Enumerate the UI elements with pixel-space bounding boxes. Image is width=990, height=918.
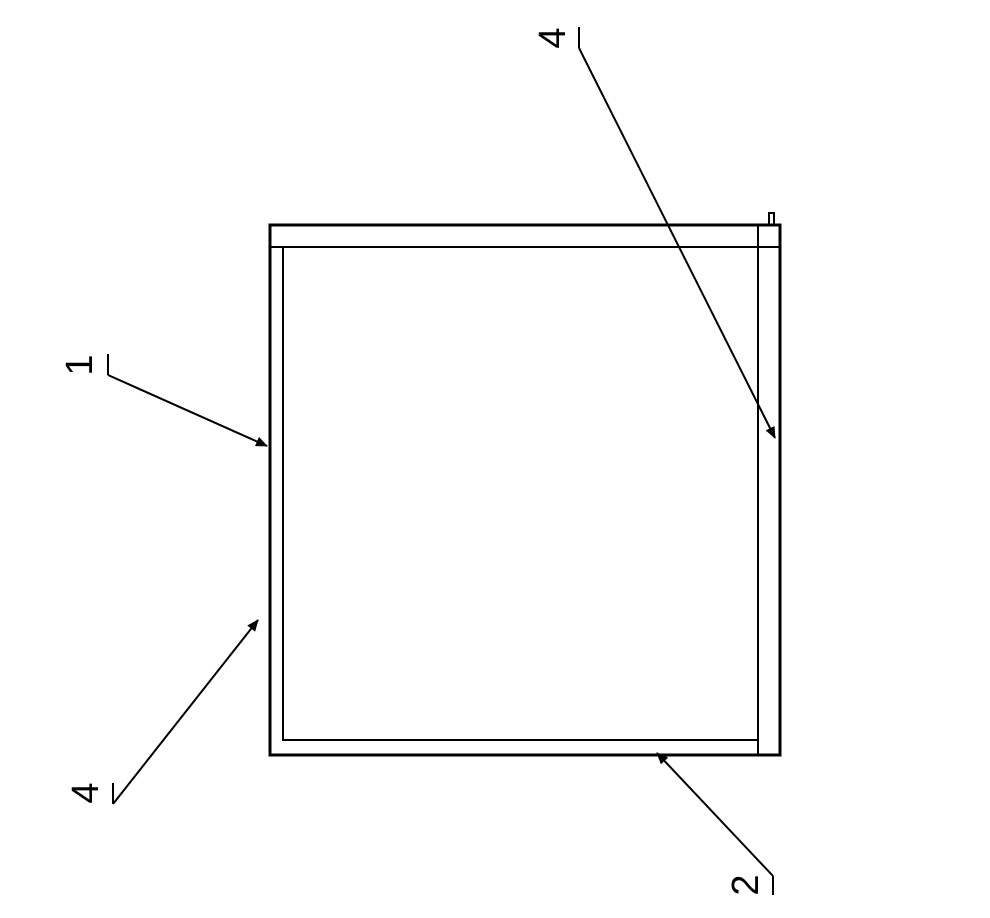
outer-rect [270,225,780,755]
callout-4-right-label: 4 [532,27,574,48]
callout-1: 1 [59,354,267,446]
callout-4-left-label: 4 [65,782,107,803]
callout-4-right: 4 [532,27,775,438]
callout-4-right-leader [579,48,775,438]
technical-diagram: 1 4 4 2 [0,0,990,918]
callout-1-label: 1 [59,354,101,375]
callout-2-leader [657,753,773,876]
inner-rect [283,247,758,740]
callout-4-left-leader [113,620,258,804]
callout-2: 2 [657,753,773,896]
callout-1-leader [108,375,267,446]
callout-2-label: 2 [725,874,767,895]
callout-4-left: 4 [65,620,258,804]
small-tab [769,213,774,225]
